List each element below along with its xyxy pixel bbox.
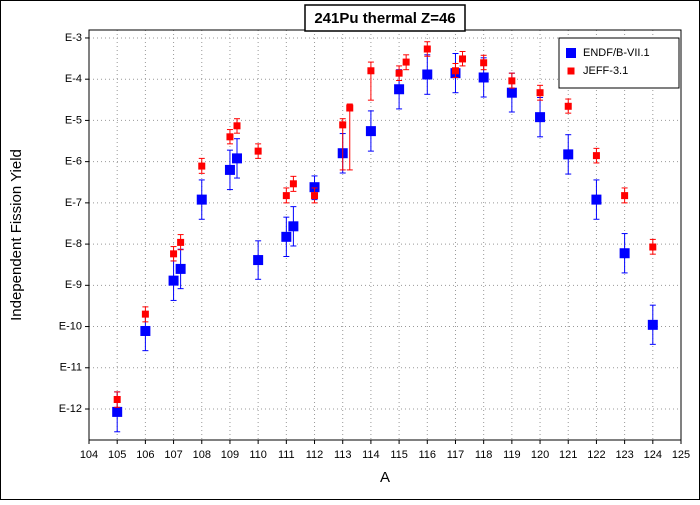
y-tick-label: E-4 <box>65 73 82 85</box>
marker <box>402 58 410 66</box>
y-tick-label: E-8 <box>65 238 82 250</box>
x-tick-label: 106 <box>136 449 154 461</box>
marker <box>289 180 297 188</box>
marker <box>198 162 206 170</box>
x-tick-label: 110 <box>249 449 267 461</box>
marker <box>254 147 262 155</box>
marker <box>536 89 544 97</box>
y-tick-label: E-5 <box>65 114 82 126</box>
chart-title: 241Pu thermal Z=46 <box>314 10 455 27</box>
error-bar <box>346 103 353 171</box>
marker <box>619 248 630 259</box>
x-tick-label: 104 <box>80 449 98 461</box>
marker <box>141 310 149 318</box>
marker <box>647 319 658 330</box>
marker <box>508 77 516 85</box>
marker <box>175 263 186 274</box>
y-axis-label: Independent Fission Yield <box>8 149 25 321</box>
marker <box>621 192 629 200</box>
x-tick-label: 120 <box>531 449 549 461</box>
x-tick-label: 122 <box>587 449 605 461</box>
marker <box>339 121 347 129</box>
marker <box>168 275 179 286</box>
x-tick-label: 124 <box>644 449 662 461</box>
x-axis-label: A <box>380 469 390 486</box>
marker <box>177 238 185 246</box>
marker <box>422 69 433 80</box>
legend-box <box>558 37 680 89</box>
marker <box>232 153 242 164</box>
y-tick-label: E-11 <box>60 362 82 374</box>
y-tick-label: E-10 <box>59 320 82 332</box>
data-layer <box>112 41 658 433</box>
marker <box>113 395 121 403</box>
y-tick-label: E-12 <box>59 403 82 415</box>
x-tick-label: 109 <box>221 449 239 461</box>
y-tick-label: E-6 <box>65 156 82 168</box>
marker <box>226 133 234 141</box>
x-tick-label: 121 <box>559 449 577 461</box>
x-tick-label: 123 <box>615 449 633 461</box>
x-tick-label: 114 <box>362 449 380 461</box>
marker <box>196 194 207 205</box>
marker <box>170 250 178 258</box>
legend-label: JEFF-3.1 <box>583 65 628 77</box>
marker <box>224 164 235 175</box>
marker <box>112 406 123 417</box>
x-tick-label: 116 <box>419 449 437 461</box>
marker <box>478 72 489 83</box>
marker <box>233 122 241 130</box>
x-tick-label: 117 <box>447 449 465 461</box>
marker <box>140 325 151 336</box>
legend-label: ENDF/B-VII.1 <box>583 47 650 59</box>
x-tick-label: 115 <box>390 449 408 461</box>
marker <box>591 194 602 205</box>
x-tick-label: 108 <box>193 449 211 461</box>
marker <box>367 67 375 75</box>
legend: ENDF/B-VII.1 JEFF-3.1 <box>558 37 680 89</box>
marker <box>535 112 546 123</box>
marker <box>592 152 600 160</box>
x-tick-label: 119 <box>503 449 521 461</box>
marker <box>309 182 320 193</box>
marker <box>649 243 657 251</box>
legend-swatch <box>567 67 575 75</box>
marker <box>564 102 572 110</box>
marker <box>506 87 517 98</box>
x-tick-label: 125 <box>672 449 690 461</box>
x-tick-label: 113 <box>334 449 352 461</box>
x-tick-label: 112 <box>306 449 324 461</box>
marker <box>459 55 467 63</box>
marker <box>394 84 405 95</box>
marker <box>282 192 290 200</box>
marker <box>423 45 431 53</box>
title-box <box>304 4 466 32</box>
marker <box>395 69 403 77</box>
y-tick-label: E-7 <box>65 197 82 209</box>
marker <box>253 255 264 266</box>
marker <box>311 192 319 200</box>
x-tick-label: 111 <box>278 449 295 461</box>
x-tick-label: 118 <box>475 449 493 461</box>
marker <box>480 59 488 67</box>
marker <box>281 231 292 242</box>
legend-swatch <box>566 48 576 58</box>
x-tick-label: 105 <box>108 449 126 461</box>
marker <box>288 221 299 232</box>
marker <box>346 104 354 112</box>
marker <box>451 67 459 75</box>
y-tick-label: E-3 <box>65 32 82 44</box>
x-tick-label: 107 <box>164 449 182 461</box>
marker <box>365 126 376 137</box>
marker <box>563 149 574 160</box>
y-tick-label: E-9 <box>65 279 82 291</box>
